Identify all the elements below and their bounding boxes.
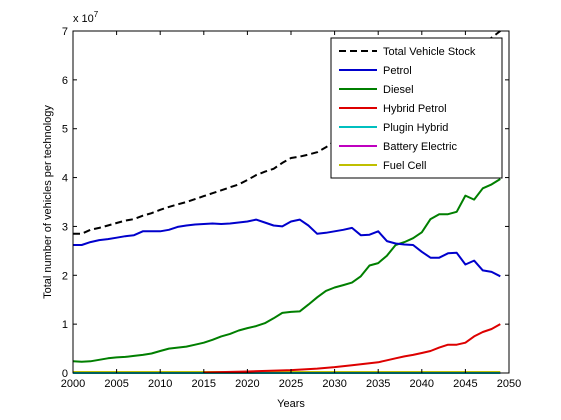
x-tick-label: 2025 [279, 378, 303, 390]
x-tick-label: 2040 [410, 378, 434, 390]
x-tick-label: 2035 [366, 378, 390, 390]
x-axis-label: Years [277, 398, 305, 410]
x-tick-label: 2010 [148, 378, 172, 390]
x-tick-label: 2030 [322, 378, 346, 390]
y-tick-label: 4 [62, 173, 68, 185]
x-tick-label: 2000 [61, 378, 85, 390]
y-tick-label: 2 [62, 270, 68, 282]
legend: Total Vehicle Stock Petrol Diesel Hybrid Pe… [330, 37, 503, 179]
legend-label-hybrid-petrol: Hybrid Petrol [383, 103, 447, 115]
y-tick-label: 1 [62, 319, 68, 331]
series-line-diesel [72, 178, 501, 363]
y-multiplier-label: x 107 [73, 10, 99, 25]
series-line-petrol [73, 218, 501, 278]
x-axis: 2000 2005 2010 2015 2020 2025 2030 2035 2040 2045… [61, 31, 521, 390]
legend-label-petrol: Petrol [383, 65, 412, 77]
legend-label-plugin-hybrid: Plugin Hybrid [383, 122, 448, 134]
x-tick-label: 2020 [235, 378, 259, 390]
y-tick-label: 3 [62, 221, 68, 233]
x-tick-label: 2050 [497, 378, 521, 390]
x-tick-label: 2045 [453, 378, 477, 390]
legend-label-battery-electric: Battery Electric [383, 141, 457, 153]
y-multiplier-exponent: 7 [94, 10, 99, 19]
y-axis-label: Total number of vehicles per technology [42, 105, 54, 299]
legend-label-fuel-cell: Fuel Cell [383, 160, 426, 172]
series-line-hybrid-petrol [203, 323, 501, 374]
y-tick-label: 5 [62, 124, 68, 136]
legend-label-diesel: Diesel [383, 84, 414, 96]
y-axis: 0 1 2 3 4 5 6 7 [62, 26, 509, 380]
y-tick-label: 6 [62, 75, 68, 87]
x-tick-label: 2005 [104, 378, 128, 390]
series-line-total-vehicle-stock [73, 30, 501, 235]
y-tick-label: 0 [62, 368, 68, 380]
y-tick-label: 7 [62, 26, 68, 38]
x-tick-label: 2015 [192, 378, 216, 390]
legend-label-total-vehicle-stock: Total Vehicle Stock [383, 46, 476, 58]
